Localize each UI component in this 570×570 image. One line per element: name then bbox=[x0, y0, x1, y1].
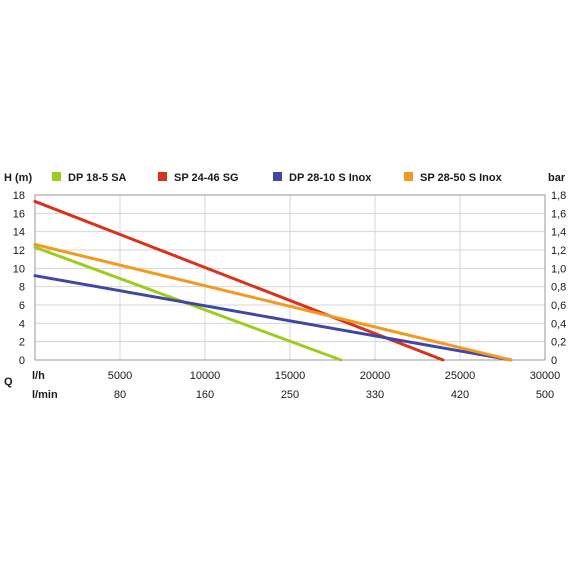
x-secondary-tick-label: 420 bbox=[451, 389, 469, 401]
y-left-tick-label: 0 bbox=[19, 355, 25, 367]
legend-swatch-4 bbox=[404, 172, 413, 181]
legend-label-1: DP 18-5 SA bbox=[68, 172, 127, 184]
series-line-4 bbox=[33, 243, 513, 362]
y-right-tick-label: 0,2 bbox=[551, 337, 566, 349]
legend-swatch-2 bbox=[158, 172, 167, 181]
y-left-tick-label: 10 bbox=[13, 263, 25, 275]
legend: DP 18-5 SA SP 24-46 SG DP 28-10 S Inox SP 2… bbox=[52, 172, 503, 184]
plot-frame bbox=[34, 194, 546, 361]
y-left-tick-label: 2 bbox=[19, 337, 25, 349]
y-left-tick-label: 18 bbox=[13, 190, 25, 202]
x-secondary-tick-label: 500 bbox=[536, 389, 554, 401]
legend-label-2: SP 24-46 SG bbox=[174, 172, 239, 184]
y-right-tick-label: 1,6 bbox=[551, 208, 566, 220]
y-right-tick-label: 0,8 bbox=[551, 282, 566, 294]
x-primary-ticks: 5000 10000 15000 20000 25000 30000 bbox=[108, 370, 561, 382]
legend-swatch-3 bbox=[273, 172, 282, 181]
x-primary-tick-label: 10000 bbox=[190, 370, 221, 382]
y-right-axis-label: bar bbox=[548, 172, 566, 184]
x-secondary-tick-label: 160 bbox=[196, 389, 214, 401]
y-left-tick-label: 8 bbox=[19, 282, 25, 294]
y-left-tick-label: 6 bbox=[19, 300, 25, 312]
y-left-tick-label: 12 bbox=[13, 245, 25, 257]
legend-label-4: SP 28-50 S Inox bbox=[420, 172, 503, 184]
x-primary-tick-label: 25000 bbox=[445, 370, 476, 382]
y-left-axis-label: H (m) bbox=[4, 172, 32, 184]
x-primary-tick-label: 15000 bbox=[275, 370, 306, 382]
x-secondary-tick-label: 330 bbox=[366, 389, 384, 401]
y-right-tick-label: 0 bbox=[551, 355, 557, 367]
y-right-tick-label: 0,4 bbox=[551, 318, 566, 330]
x-primary-tick-label: 20000 bbox=[360, 370, 391, 382]
legend-swatch-1 bbox=[52, 172, 61, 181]
series-lines bbox=[33, 199, 513, 362]
y-right-tick-label: 1,2 bbox=[551, 245, 566, 257]
y-left-tick-label: 14 bbox=[13, 227, 25, 239]
legend-label-3: DP 28-10 S Inox bbox=[289, 172, 372, 184]
x-secondary-ticks: 80 160 250 330 420 500 bbox=[114, 389, 554, 401]
y-right-tick-label: 0,6 bbox=[551, 300, 566, 312]
y-right-ticks: 0 0,2 0,4 0,6 0,8 1,0 1,2 1,4 1,6 1,8 bbox=[551, 190, 566, 367]
x-secondary-tick-label: 250 bbox=[281, 389, 299, 401]
y-right-tick-label: 1,0 bbox=[551, 263, 566, 275]
x-axis-label-q: Q bbox=[4, 376, 13, 388]
y-left-ticks: 0 2 4 6 8 10 12 14 16 18 bbox=[13, 190, 25, 367]
y-left-tick-label: 16 bbox=[13, 208, 25, 220]
y-right-tick-label: 1,4 bbox=[551, 227, 566, 239]
grid bbox=[34, 194, 546, 361]
x-primary-tick-label: 5000 bbox=[108, 370, 132, 382]
x-secondary-tick-label: 80 bbox=[114, 389, 126, 401]
x-primary-tick-label: 30000 bbox=[530, 370, 561, 382]
series-line-2 bbox=[33, 199, 445, 362]
y-left-tick-label: 4 bbox=[19, 318, 25, 330]
x-primary-unit-label: l/h bbox=[32, 370, 45, 382]
x-secondary-unit-label: l/min bbox=[32, 389, 58, 401]
series-line-3 bbox=[33, 274, 513, 362]
y-right-tick-label: 1,8 bbox=[551, 190, 566, 202]
